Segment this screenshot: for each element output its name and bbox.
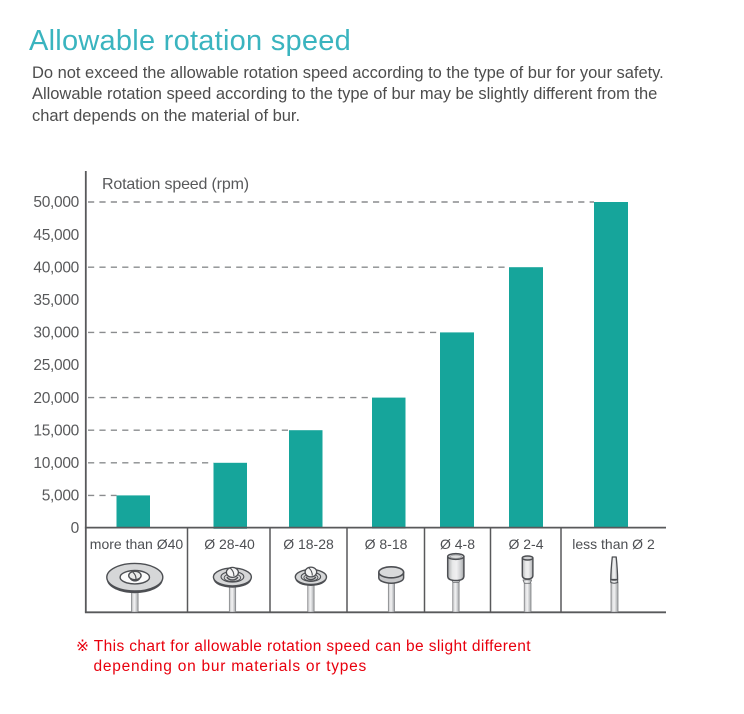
svg-text:40,000: 40,000 [33,259,79,276]
svg-text:less than Ø 2: less than Ø 2 [572,536,655,552]
svg-text:Ø 28-40: Ø 28-40 [204,536,255,552]
svg-text:10,000: 10,000 [33,455,79,472]
svg-text:50,000: 50,000 [33,194,79,211]
svg-text:25,000: 25,000 [33,357,79,374]
svg-text:5,000: 5,000 [42,488,80,505]
svg-text:Ø 8-18: Ø 8-18 [365,536,408,552]
svg-text:30,000: 30,000 [33,325,79,342]
svg-text:Rotation speed (rpm): Rotation speed (rpm) [102,176,249,193]
svg-text:Ø 18-28: Ø 18-28 [283,536,334,552]
svg-text:Ø 2-4: Ø 2-4 [508,536,543,552]
svg-text:35,000: 35,000 [33,292,79,309]
svg-text:15,000: 15,000 [33,422,79,439]
svg-text:0: 0 [71,520,80,537]
svg-text:Ø 4-8: Ø 4-8 [440,536,475,552]
svg-text:45,000: 45,000 [33,227,79,244]
svg-text:more than Ø40: more than Ø40 [90,536,184,552]
svg-text:20,000: 20,000 [33,390,79,407]
